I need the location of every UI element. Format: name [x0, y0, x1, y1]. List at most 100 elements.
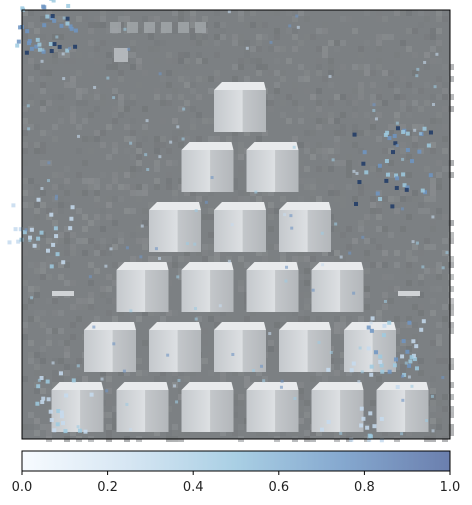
noise-pixel: [214, 34, 220, 40]
noise-pixel: [430, 268, 436, 274]
noise-pixel: [214, 40, 220, 46]
noise-pixel: [118, 166, 124, 172]
cube-side: [242, 210, 266, 252]
cube: [279, 202, 331, 252]
noise-pixel: [58, 358, 64, 364]
attribution-pixel: [27, 127, 31, 131]
noise-pixel: [328, 82, 334, 88]
attribution-pixel: [93, 85, 97, 89]
noise-pixel: [268, 208, 274, 214]
attribution-pixel: [49, 212, 54, 217]
noise-pixel: [34, 124, 40, 130]
noise-pixel: [106, 28, 112, 34]
attribution-pixel: [375, 191, 380, 196]
noise-pixel: [232, 64, 238, 70]
noise-pixel: [436, 340, 442, 346]
noise-pixel: [298, 250, 304, 256]
attribution-pixel: [48, 42, 53, 47]
noise-pixel: [184, 100, 190, 106]
noise-pixel: [268, 226, 274, 232]
noise-pixel: [166, 310, 172, 316]
noise-pixel: [376, 172, 382, 178]
noise-pixel: [22, 28, 28, 34]
noise-pixel: [418, 22, 424, 28]
noise-pixel: [64, 178, 70, 184]
noise-pixel: [256, 430, 262, 436]
noise-pixel: [142, 70, 148, 76]
noise-pixel: [118, 76, 124, 82]
noise-pixel: [394, 112, 400, 118]
noise-pixel: [142, 208, 148, 214]
noise-pixel: [94, 16, 100, 22]
attribution-pixel: [329, 350, 333, 354]
noise-pixel: [124, 16, 130, 22]
attribution-pixel: [123, 27, 127, 31]
noise-pixel: [100, 208, 106, 214]
noise-pixel: [34, 292, 40, 298]
attribution-pixel: [269, 40, 273, 44]
noise-pixel: [442, 304, 448, 310]
noise-pixel: [430, 196, 436, 202]
noise-pixel: [112, 244, 118, 250]
noise-pixel: [112, 148, 118, 154]
noise-pixel: [406, 214, 412, 220]
noise-pixel: [160, 118, 166, 124]
noise-pixel: [106, 376, 112, 382]
noise-pixel: [94, 250, 100, 256]
noise-pixel: [76, 70, 82, 76]
noise-pixel: [22, 190, 28, 196]
noise-pixel: [22, 34, 28, 40]
noise-pixel: [64, 226, 70, 232]
noise-pixel: [244, 382, 250, 388]
noise-pixel: [304, 184, 310, 190]
attribution-pixel: [361, 161, 366, 166]
noise-pixel: [190, 88, 196, 94]
noise-pixel: [136, 316, 142, 322]
attribution-pixel: [55, 252, 60, 257]
noise-pixel: [430, 298, 436, 304]
noise-pixel: [154, 40, 160, 46]
noise-pixel: [160, 76, 166, 82]
noise-pixel: [370, 82, 376, 88]
noise-pixel: [412, 136, 418, 142]
noise-pixel: [448, 328, 454, 334]
noise-pixel: [172, 196, 178, 202]
noise-pixel: [352, 106, 358, 112]
noise-pixel: [46, 430, 52, 436]
noise-pixel: [436, 112, 442, 118]
noise-pixel: [382, 430, 388, 436]
noise-pixel: [388, 274, 394, 280]
attribution-pixel: [381, 333, 386, 338]
noise-pixel: [160, 256, 166, 262]
noise-pixel: [400, 76, 406, 82]
noise-pixel: [64, 364, 70, 370]
cube-side: [275, 150, 299, 192]
noise-pixel: [184, 10, 190, 16]
noise-pixel: [406, 172, 412, 178]
cube: [116, 262, 169, 312]
noise-pixel: [106, 412, 112, 418]
noise-pixel: [364, 250, 370, 256]
attribution-pixel: [339, 255, 343, 259]
noise-pixel: [100, 22, 106, 28]
noise-pixel: [316, 46, 322, 52]
noise-pixel: [442, 370, 448, 376]
noise-pixel: [262, 130, 268, 136]
noise-pixel: [310, 190, 316, 196]
attribution-pixel: [414, 344, 419, 349]
noise-pixel: [286, 94, 292, 100]
noise-pixel: [376, 244, 382, 250]
noise-pixel: [52, 208, 58, 214]
attribution-pixel: [328, 74, 332, 78]
noise-pixel: [400, 94, 406, 100]
noise-pixel: [382, 226, 388, 232]
attribution-pixel: [379, 363, 384, 368]
attribution-pixel: [254, 190, 258, 194]
cube: [246, 262, 299, 312]
noise-pixel: [196, 136, 202, 142]
noise-pixel: [70, 76, 76, 82]
noise-pixel: [220, 370, 226, 376]
noise-pixel: [292, 100, 298, 106]
noise-pixel: [418, 124, 424, 130]
attribution-pixel: [49, 49, 54, 54]
